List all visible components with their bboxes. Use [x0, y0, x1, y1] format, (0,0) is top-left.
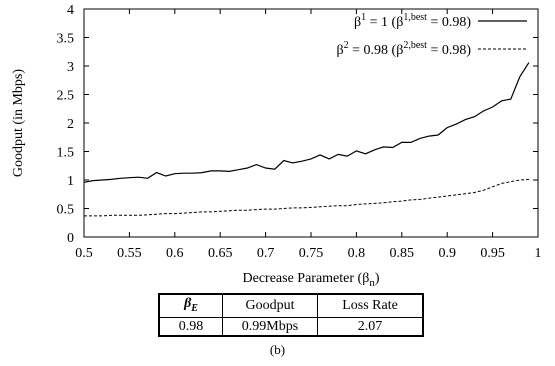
x-tick-label: 0.65 [208, 246, 233, 261]
results-table-row: 0.98 0.99Mbps 2.07 [158, 316, 424, 337]
cell-goodput: 0.99Mbps [222, 316, 318, 337]
cell-beta-e: 0.98 [158, 316, 223, 337]
y-tick-label: 3.5 [57, 32, 75, 47]
x-tick-label: 0.6 [166, 246, 184, 261]
x-tick-label: 0.7 [257, 246, 275, 261]
y-tick-label: 4 [67, 3, 74, 18]
legend: β1 = 1 (β1,best = 0.98) β2 = 0.98 (β2,be… [337, 12, 527, 58]
y-tick-label: 1 [67, 174, 74, 189]
x-axis-ticks: 0.5 0.55 0.6 0.65 0.7 0.75 0.8 0.85 0.9 0.95 1 [75, 9, 542, 261]
x-tick-label: 0.55 [117, 246, 142, 261]
x-axis-title-main: Decrease Parameter (β [243, 271, 370, 286]
y-tick-label: 2 [67, 117, 74, 132]
y-tick-label: 1.5 [57, 146, 75, 161]
y-tick-label: 0.5 [57, 203, 75, 218]
header-beta-e: βE [158, 293, 223, 318]
x-tick-label: 0.8 [348, 246, 366, 261]
x-tick-label: 0.5 [75, 246, 93, 261]
x-axis-title: Decrease Parameter (βn) [243, 271, 380, 289]
series-layer [83, 62, 530, 217]
x-tick-label: 0.95 [480, 246, 505, 261]
figure-caption: (b) [269, 342, 286, 357]
y-axis-ticks: 0 0.5 1 1.5 2 2.5 3 3.5 4 [57, 3, 538, 246]
y-tick-label: 0 [67, 231, 74, 246]
goodput-chart: 00.511.522.533.54 0.5 0.55 0.6 0.65 0.7 0.75 0… [11, 3, 542, 289]
results-table: βE Goodput Loss Rate 0.98 0.99Mbps 2.07 [158, 293, 424, 337]
legend-entry-1-label: β1 = 1 (β1,best = 0.98) [354, 12, 471, 30]
results-table-header-row: βE Goodput Loss Rate [158, 293, 424, 318]
y-axis-title: Goodput (in Mbps) [11, 69, 26, 177]
x-axis-title-close: ) [375, 271, 380, 286]
y-tick-label: 3 [67, 60, 74, 75]
header-goodput: Goodput [222, 293, 318, 318]
x-axis-title-sub: n [369, 277, 375, 289]
series-line-2 [84, 178, 529, 217]
x-tick-label: 0.9 [438, 246, 456, 261]
x-tick-label: 1 [535, 246, 542, 261]
y-tick-label: 2.5 [57, 89, 75, 104]
cell-loss-rate: 2.07 [317, 316, 424, 337]
x-tick-label: 0.85 [390, 246, 415, 261]
header-loss-rate: Loss Rate [317, 293, 424, 318]
series-line-1 [83, 62, 530, 183]
x-tick-label: 0.75 [299, 246, 324, 261]
legend-entry-2-label: β2 = 0.98 (β2,best = 0.98) [337, 40, 472, 58]
